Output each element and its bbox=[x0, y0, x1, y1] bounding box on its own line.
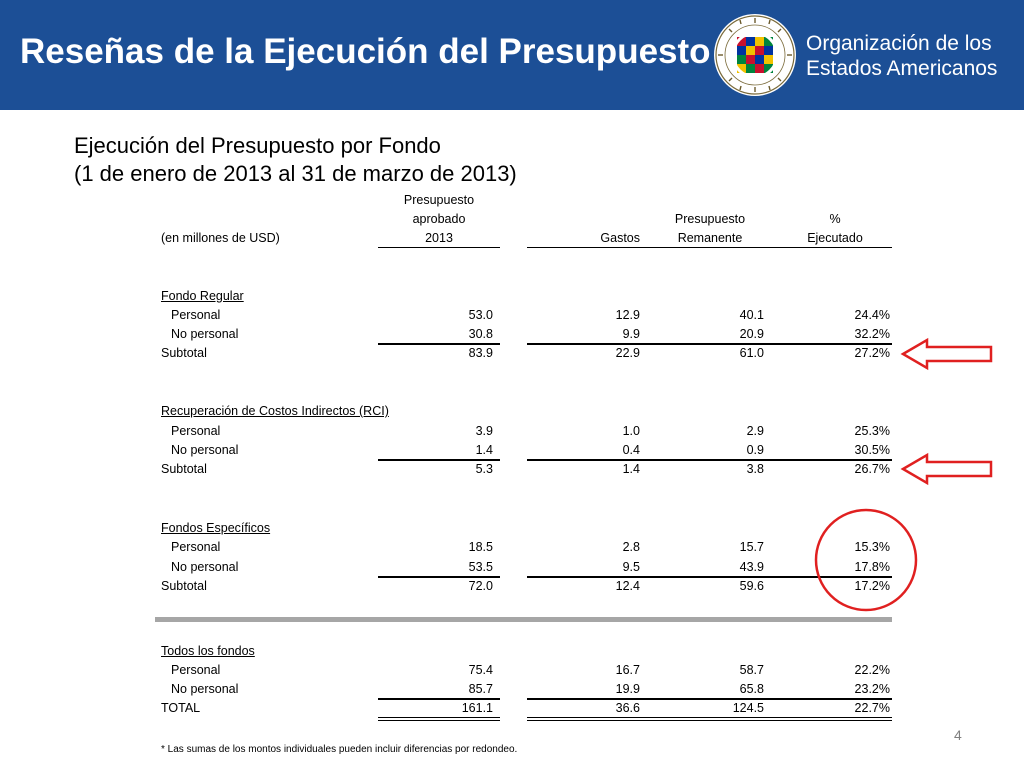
subtotal-rule bbox=[527, 576, 892, 578]
cell-remaining: 124.5 bbox=[732, 701, 764, 715]
row-label: Subtotal bbox=[161, 579, 207, 593]
section-separator-band bbox=[155, 617, 892, 622]
section-title: Fondo Regular bbox=[161, 289, 244, 303]
cell-remaining: 20.9 bbox=[739, 327, 764, 341]
section-title: Fondos Específicos bbox=[161, 521, 271, 535]
section-title: Recuperación de Costos Indirectos (RCI) bbox=[161, 404, 389, 418]
cell-spent: 22.9 bbox=[615, 346, 640, 360]
row-label: No personal bbox=[171, 443, 239, 457]
header-budget-line2: aprobado bbox=[412, 212, 466, 226]
page-title: Reseñas de la Ejecución del Presupuesto bbox=[20, 32, 711, 71]
cell-spent: 2.8 bbox=[622, 540, 640, 554]
header-budget-line1: Presupuesto bbox=[403, 193, 475, 207]
section-title: Todos los fondos bbox=[161, 644, 255, 658]
row-label: Personal bbox=[171, 663, 221, 677]
cell-budget: 75.4 bbox=[468, 663, 493, 677]
header-pct-line1: % bbox=[829, 212, 841, 226]
cell-remaining: 15.7 bbox=[739, 540, 764, 554]
cell-budget: 1.4 bbox=[475, 443, 493, 457]
cell-spent: 12.4 bbox=[615, 579, 640, 593]
row-label: No personal bbox=[171, 560, 239, 574]
cell-remaining: 0.9 bbox=[746, 443, 764, 457]
cell-pct: 17.8% bbox=[854, 560, 890, 574]
cell-spent: 9.5 bbox=[622, 560, 640, 574]
cell-budget: 30.8 bbox=[468, 327, 493, 341]
cell-pct: 22.2% bbox=[854, 663, 890, 677]
header-spent: Gastos bbox=[600, 231, 640, 245]
row-label: No personal bbox=[171, 327, 239, 341]
cell-pct: 27.2% bbox=[854, 346, 890, 360]
subtotal-rule bbox=[378, 343, 500, 345]
total-double-underline bbox=[527, 717, 892, 721]
cell-spent: 36.6 bbox=[615, 701, 640, 715]
subtitle-line1: Ejecución del Presupuesto por Fondo bbox=[74, 133, 441, 158]
row-label: TOTAL bbox=[161, 701, 201, 715]
cell-pct: 17.2% bbox=[854, 579, 890, 593]
header-remaining-line2: Remanente bbox=[677, 231, 743, 245]
cell-remaining: 65.8 bbox=[739, 682, 764, 696]
header-underline bbox=[527, 247, 892, 248]
page-number: 4 bbox=[954, 727, 962, 743]
subtotal-rule bbox=[378, 459, 500, 461]
cell-pct: 30.5% bbox=[854, 443, 890, 457]
cell-spent: 9.9 bbox=[622, 327, 640, 341]
cell-remaining: 3.8 bbox=[746, 462, 764, 476]
row-label: Subtotal bbox=[161, 462, 207, 476]
cell-remaining: 59.6 bbox=[739, 579, 764, 593]
total-rule bbox=[378, 698, 500, 700]
cell-spent: 19.9 bbox=[615, 682, 640, 696]
header-budget-line3: 2013 bbox=[425, 231, 453, 245]
unit-label: (en millones de USD) bbox=[161, 231, 280, 245]
row-label: Personal bbox=[171, 308, 221, 322]
row-label: Personal bbox=[171, 540, 221, 554]
cell-budget: 18.5 bbox=[468, 540, 493, 554]
cell-pct: 15.3% bbox=[854, 540, 890, 554]
cell-budget: 85.7 bbox=[468, 682, 493, 696]
cell-remaining: 40.1 bbox=[739, 308, 764, 322]
subtotal-rule bbox=[378, 576, 500, 578]
cell-remaining: 43.9 bbox=[739, 560, 764, 574]
footnote: * Las sumas de los montos individuales p… bbox=[161, 744, 518, 755]
row-label: Subtotal bbox=[161, 346, 207, 360]
oas-seal-logo bbox=[714, 14, 796, 96]
cell-remaining: 61.0 bbox=[739, 346, 764, 360]
subtitle-line2: (1 de enero de 2013 al 31 de marzo de 20… bbox=[74, 161, 517, 186]
subtotal-rule bbox=[527, 459, 892, 461]
header-pct-line2: Ejecutado bbox=[807, 231, 863, 245]
cell-budget: 83.9 bbox=[468, 346, 493, 360]
cell-remaining: 2.9 bbox=[746, 424, 764, 438]
org-name-line2: Estados Americanos bbox=[806, 57, 998, 80]
subtotal-rule bbox=[527, 343, 892, 345]
cell-pct: 22.7% bbox=[854, 701, 890, 715]
cell-budget: 5.3 bbox=[475, 462, 493, 476]
table-subtitle: Ejecución del Presupuesto por Fondo (1 d… bbox=[74, 132, 517, 188]
cell-budget: 53.5 bbox=[468, 560, 493, 574]
header-underline bbox=[378, 247, 500, 248]
header-bar: Reseñas de la Ejecución del Presupuesto bbox=[0, 0, 1024, 110]
cell-remaining: 58.7 bbox=[739, 663, 764, 677]
cell-pct: 26.7% bbox=[854, 462, 890, 476]
header-remaining-line1: Presupuesto bbox=[674, 212, 746, 226]
cell-spent: 16.7 bbox=[615, 663, 640, 677]
row-label: Personal bbox=[171, 424, 221, 438]
cell-budget: 161.1 bbox=[461, 701, 493, 715]
cell-pct: 23.2% bbox=[854, 682, 890, 696]
cell-spent: 12.9 bbox=[615, 308, 640, 322]
total-double-underline bbox=[378, 717, 500, 721]
cell-pct: 32.2% bbox=[854, 327, 890, 341]
cell-budget: 3.9 bbox=[475, 424, 493, 438]
cell-spent: 1.0 bbox=[622, 424, 640, 438]
cell-pct: 25.3% bbox=[854, 424, 890, 438]
total-rule bbox=[527, 698, 892, 700]
cell-pct: 24.4% bbox=[854, 308, 890, 322]
organization-name: Organización de los Estados Americanos bbox=[806, 31, 997, 81]
cell-spent: 0.4 bbox=[622, 443, 640, 457]
cell-spent: 1.4 bbox=[622, 462, 640, 476]
cell-budget: 72.0 bbox=[468, 579, 493, 593]
row-label: No personal bbox=[171, 682, 239, 696]
cell-budget: 53.0 bbox=[468, 308, 493, 322]
org-name-line1: Organización de los bbox=[806, 32, 992, 55]
